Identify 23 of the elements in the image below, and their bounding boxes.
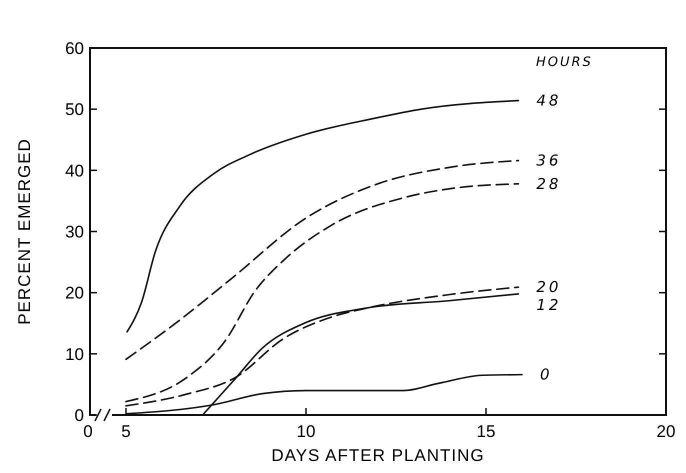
series-label: 28 — [536, 174, 562, 193]
y-tick-label: 40 — [65, 161, 84, 180]
y-tick-label: 0 — [74, 406, 84, 425]
line-series — [125, 182, 520, 402]
series-label: 12 — [536, 296, 562, 314]
x-axis-title: DAYS AFTER PLANTING — [271, 446, 485, 465]
x-tick-label: 15 — [476, 422, 496, 441]
y-tick-label: 50 — [65, 100, 84, 120]
y-tick-label: 30 — [65, 222, 84, 242]
x-tick-label: 5 — [121, 422, 131, 441]
line-series — [126, 100, 520, 333]
y-axis-title: PERCENT EMERGED — [15, 138, 34, 325]
y-tick-label: 20 — [65, 284, 84, 303]
series-label: 48 — [536, 92, 562, 110]
x-tick-label: 20 — [656, 422, 676, 441]
series-label: 36 — [536, 152, 562, 170]
x-tick-label: 10 — [296, 422, 316, 441]
legend-title: HOURS — [536, 55, 593, 70]
series-label: 20 — [536, 278, 562, 296]
annotation: 0 — [540, 366, 553, 384]
y-tick-label: 10 — [65, 344, 84, 364]
y-tick-label: 60 — [65, 39, 84, 58]
line-series — [125, 160, 520, 360]
